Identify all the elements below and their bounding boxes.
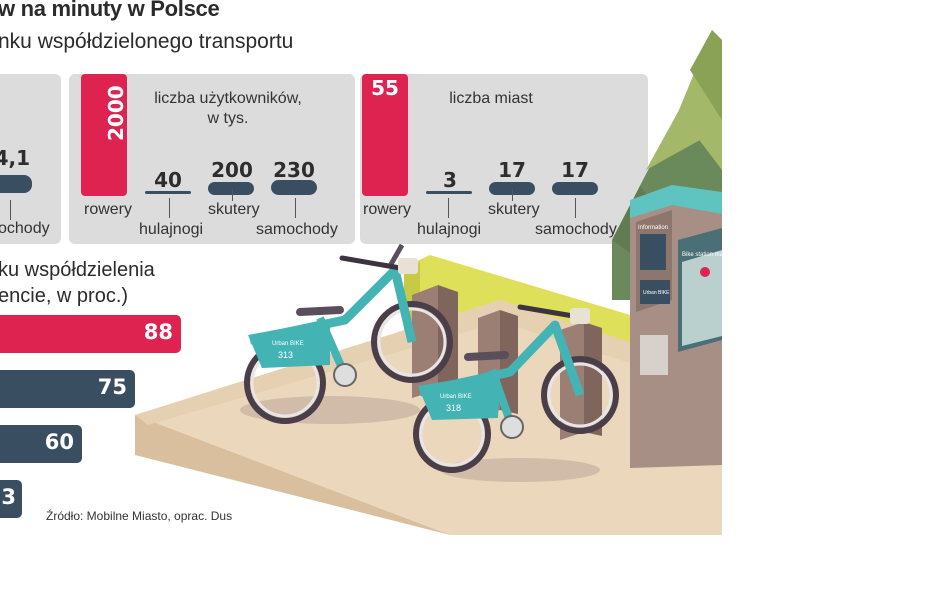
kiosk-screen: Urban BIKE: [643, 290, 670, 296]
bar-cities-hulajnogi: [426, 191, 472, 194]
bar-cities-skutery: [489, 182, 535, 195]
hbar-4-value: 3: [1, 485, 16, 509]
panel-users-title: liczba użytkowników, w tys.: [128, 89, 328, 129]
bar-users-skutery: [208, 182, 254, 195]
panel-cities-title: liczba miast: [449, 90, 533, 107]
hbar-3: 60: [0, 425, 82, 463]
tick-users-skutery: [232, 189, 233, 201]
value-label-cities-skutery: 17: [498, 158, 526, 182]
section2-title-line1: ku współdzielenia: [0, 259, 155, 281]
bar-cities-rowery: [362, 74, 408, 196]
value-label-left: 4,1: [0, 146, 30, 170]
bike-1-brand: Urban BIKE: [272, 341, 304, 347]
value-label-cities-hulajnogi: 3: [443, 168, 457, 192]
category-label-cities-samochody: samochody: [535, 221, 617, 238]
tick-cities-hulajnogi: [448, 198, 449, 218]
category-label-cities-hulajnogi: hulajnogi: [417, 221, 482, 238]
category-label-left: ochody: [0, 220, 50, 237]
value-label-cities-samochody: 17: [561, 158, 589, 182]
bar-left: [0, 175, 32, 193]
panel-users-title-line2: w tys.: [207, 110, 249, 127]
tick-cities-samochody: [575, 198, 576, 218]
hbar-2-value: 75: [97, 375, 127, 399]
kiosk-info: Information: [638, 225, 668, 231]
tick-cities-skutery: [512, 189, 513, 201]
tick-left: [10, 200, 11, 220]
chart-title: w na minuty w Polsce: [0, 0, 220, 21]
category-label-users-hulajnogi: hulajnogi: [139, 221, 204, 238]
category-label-users-skutery: skutery: [208, 201, 260, 218]
bike-2-brand: Urban BIKE: [440, 394, 472, 400]
category-label-cities-rowery: rowery: [363, 201, 412, 218]
value-label-cities-rowery: 55: [371, 76, 399, 100]
tick-users-hulajnogi: [169, 198, 170, 218]
panel-users-title-line1: liczba użytkowników,: [154, 90, 302, 107]
hbar-3-value: 60: [44, 430, 74, 454]
panel-cities: [360, 74, 648, 244]
value-label-users-samochody: 230: [273, 158, 315, 182]
hbar-1-value: 88: [143, 320, 173, 344]
category-label-users-samochody: samochody: [256, 221, 338, 238]
value-label-users-hulajnogi: 40: [154, 168, 182, 192]
value-label-users-skutery: 200: [211, 158, 253, 182]
hbar-2: 75: [0, 370, 135, 408]
hbar-1: 88: [0, 315, 181, 353]
bike-icon-2: Urban BIKE 318: [413, 304, 619, 473]
bar-users-hulajnogi: [145, 191, 191, 194]
kiosk-map: Bike station map: [682, 252, 727, 258]
bar-users-rowery: [81, 74, 127, 196]
bar-users-samochody: [271, 180, 317, 195]
hbar-4: 3: [0, 480, 22, 518]
tick-users-samochody: [295, 198, 296, 218]
kiosk-icon: Information Urban BIKE Bike station map: [630, 185, 727, 468]
bike-1-number: 313: [278, 350, 293, 360]
chart-subtitle: nku współdzielonego transportu: [0, 30, 294, 53]
source-note: Źródło: Mobilne Miasto, oprac. Dus: [46, 509, 233, 523]
section2-title-line2: encie, w proc.): [0, 285, 129, 307]
bike-icon: Urban BIKE 313: [244, 243, 453, 424]
bar-cities-samochody: [552, 182, 598, 195]
section2-title: ku współdzielenia encie, w proc.): [0, 257, 155, 309]
category-label-users-rowery: rowery: [84, 201, 133, 218]
category-label-cities-skutery: skutery: [488, 201, 540, 218]
bike-2-number: 318: [446, 403, 461, 413]
